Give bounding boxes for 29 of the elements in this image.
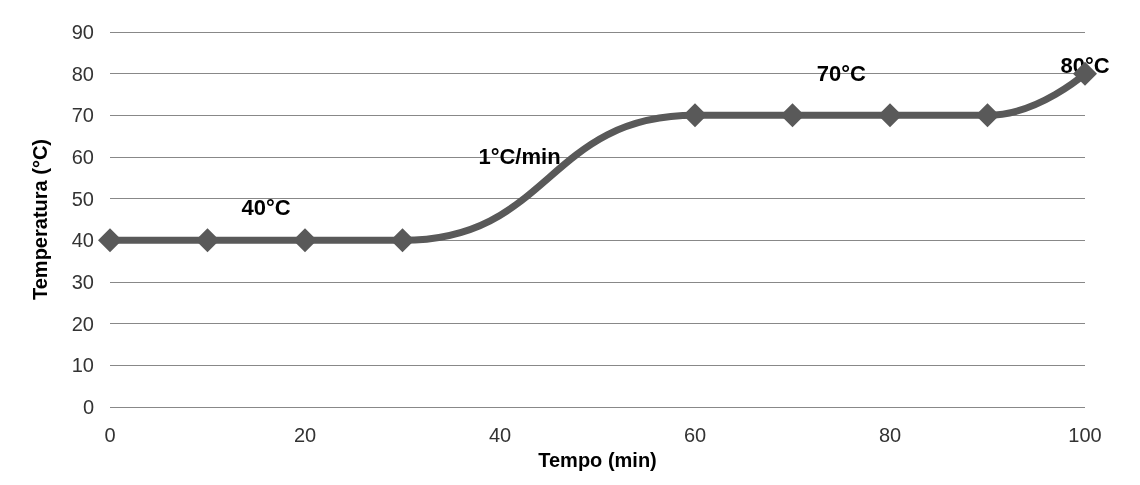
- point: [780, 103, 805, 128]
- annotation: 1°C/min: [478, 144, 561, 170]
- x-tick-label: 60: [683, 424, 707, 446]
- y-tick-label: 80: [71, 62, 94, 85]
- x-axis-title: Tempo (min): [538, 448, 657, 471]
- annotation: 40°C: [241, 194, 291, 220]
- y-tick-label: 90: [71, 21, 94, 43]
- x-tick-label: 40: [488, 424, 512, 446]
- y-tick-label: 10: [71, 354, 94, 377]
- y-tick-label: 70: [71, 104, 94, 127]
- y-tick-label: 40: [71, 229, 94, 252]
- y-tick-label: 20: [71, 312, 94, 335]
- y-axis-title: Temperatura (°C): [29, 139, 51, 300]
- x-tick-label: 100: [1068, 424, 1102, 446]
- point: [878, 103, 902, 128]
- y-tick-label: 30: [71, 271, 94, 293]
- x-tick-label: 80: [878, 424, 902, 446]
- y-tick-label: 60: [71, 146, 94, 168]
- y-tick-label: 50: [71, 187, 94, 210]
- point: [293, 228, 317, 253]
- point: [390, 228, 415, 253]
- x-tick-label: 20: [293, 424, 317, 446]
- x-tick-label: 0: [104, 424, 116, 446]
- annotation: 70°C: [816, 61, 866, 87]
- point: [98, 228, 122, 253]
- y-tick-label: 0: [82, 396, 94, 418]
- point: [975, 103, 1000, 128]
- point: [683, 103, 707, 128]
- point: [195, 228, 220, 253]
